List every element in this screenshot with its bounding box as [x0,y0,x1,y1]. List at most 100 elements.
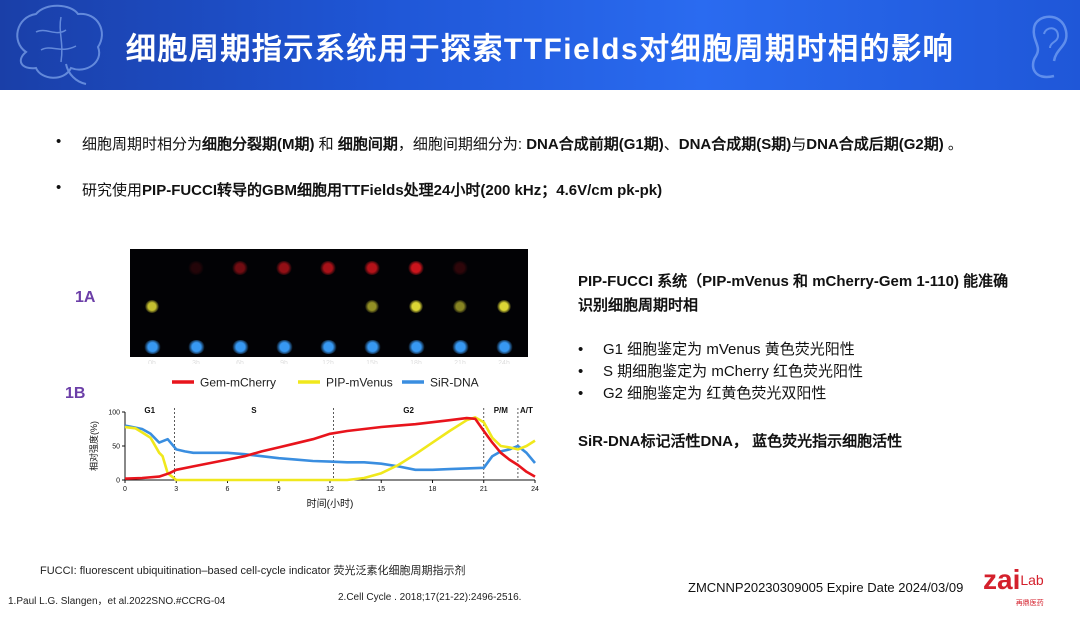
bullet-text: 细胞周期时相分为细胞分裂期(M期) 和 细胞间期，细胞间期细分为: DNA合成前… [82,133,963,154]
fluorescence-line-chart: Gem-mCherry PIP-mVenus SiR-DNA G1 S G2 P/M A/T 0… [88,376,539,511]
phase-identification-list: • G1 细胞鉴定为 mVenus 黄色荧光阳性 • S 期细胞鉴定为 mCherr… [578,338,863,404]
legend-label-0: Gem-mCherry [200,376,276,390]
micro-time-label: 3h [192,360,200,364]
text-run: 、 [663,136,679,153]
text-run-bold: PIP-FUCCI转导的GBM细胞用TTFields处理24小时(200 kHz… [142,182,663,199]
y-tick-label: 100 [108,410,120,417]
page-title: 细胞周期指示系统用于探索TTFields对细胞周期时相的影响 [125,33,955,66]
brain-icon [16,4,103,85]
mvenus-cell [497,299,511,313]
series-line-PIP-mVenus [124,416,536,482]
sir-dna-cell [451,340,469,354]
mvenus-cell [145,299,159,313]
x-tick-label: 6 [226,486,230,493]
text-run: ，细胞间期细分为: [397,136,527,153]
x-tick-label: 9 [277,486,281,493]
text-run: 研究使用 [82,182,143,199]
y-tick-label: 0 [116,478,120,485]
text-run-bold: 细胞分裂期(M期) [202,136,315,153]
list-item: • G2 细胞鉴定为 红黄色荧光双阳性 [578,382,863,404]
text-run: 与 [791,136,807,153]
zai-lab-logo: zaiLab 再鼎医药 [983,566,1044,618]
sir-dna-cell [275,340,293,354]
pip-fucci-title-line2: 识别细胞周期时相 [578,297,699,314]
text-run-bold: DNA合成前期(G1期) [526,136,664,153]
mcherry-cell [188,261,204,275]
reference-2: 2.Cell Cycle . 2018;17(21-22):2496-2516. [338,592,522,603]
mvenus-cell [409,299,423,313]
text-run: 细胞周期时相分为 [82,136,203,153]
pip-fucci-description: PIP-FUCCI 系统（PIP-mVenus 和 mCherry-Gem 1-… [578,270,1048,318]
mvenus-cell [365,299,379,313]
sir-dna-cell [143,340,161,354]
bullet-dot: • [578,341,584,358]
list-item: • G1 细胞鉴定为 mVenus 黄色荧光阳性 [578,338,863,360]
sir-dna-cell [363,340,381,354]
logo-sub: Lab [1020,572,1044,588]
text-run: 和 [314,136,338,153]
mcherry-cell [232,261,248,275]
bullet-dot: • [578,385,584,402]
phase-label: S [251,406,257,415]
sir-dna-cell [231,340,249,354]
sir-dna-cell [495,340,513,354]
logo-text: zai [983,564,1021,595]
mcherry-cell [276,261,292,275]
mcherry-cell [452,261,468,275]
phase-label: G2 [403,406,414,415]
micro-time-label: 21h [454,360,466,364]
text-run: 。 [943,136,963,153]
micro-time-label: 15h [366,360,378,364]
mcherry-cell [320,261,336,275]
x-axis-title: 时间(小时) [307,497,354,510]
mcherry-cell [408,261,424,275]
micro-time-label: 12h [322,360,334,364]
series-line-SiR-DNA [124,424,536,472]
fucci-footnote: FUCCI: fluorescent ubiquitination–based … [40,565,466,577]
sir-dna-cell [319,340,337,354]
x-tick-label: 0 [123,486,127,493]
list-item: • S 期细胞鉴定为 mCherry 红色荧光阳性 [578,360,863,382]
x-tick-label: 18 [429,486,437,493]
micro-time-label: 0h [148,360,156,364]
text-run-bold: 细胞间期 [337,136,398,153]
x-tick-label: 21 [480,486,488,493]
bullet-dot: • [56,179,62,196]
x-tick-label: 15 [377,486,385,493]
list-item-text: G2 细胞鉴定为 红黄色荧光双阳性 [603,385,827,402]
bullet-dot: • [578,363,584,380]
sir-dna-cell [407,340,425,354]
legend-label-2: SiR-DNA [430,376,479,390]
sir-dna-note: SiR-DNA标记活性DNA， 蓝色荧光指示细胞活性 [578,433,903,450]
micro-time-label: 18h [410,360,422,364]
header-banner: 细胞周期指示系统用于探索TTFields对细胞周期时相的影响 [0,0,1080,90]
bullet-dot: • [56,133,62,150]
text-run-bold: DNA合成期(S期) [678,136,792,153]
x-tick-label: 3 [174,486,178,493]
phase-label: P/M [494,406,509,415]
figure-label-1a: 1A [75,289,96,306]
y-tick-label: 50 [112,444,120,451]
x-tick-label: 12 [326,486,334,493]
document-code: ZMCNNP20230309005 Expire Date 2024/03/09 [688,580,964,595]
legend-label-1: PIP-mVenus [326,376,393,390]
text-run-bold: DNA合成后期(G2期) [806,136,944,153]
figure-label-1b: 1B [65,385,86,402]
x-tick-label: 24 [531,486,539,493]
sir-dna-cell [187,340,205,354]
phase-label: G1 [144,406,155,415]
phase-label: A/T [520,406,533,415]
y-axis-title: 相对强度(%) [88,421,99,471]
ear-icon [1031,15,1068,79]
microscopy-image-panel: 0h 3h 6h 9h 12h 15h 18h 21h 24h [130,249,528,364]
series-line-Gem-mCherry [124,416,536,480]
micro-time-label: 6h [236,360,244,364]
list-item-text: G1 细胞鉴定为 mVenus 黄色荧光阳性 [603,341,855,358]
micro-time-label: 24h [498,360,510,364]
mvenus-cell [453,299,467,313]
pip-fucci-title-line1: PIP-FUCCI 系统（PIP-mVenus 和 mCherry-Gem 1-… [578,273,1009,290]
mcherry-cell [364,261,380,275]
logo-cn: 再鼎医药 [1015,600,1044,607]
reference-1: 1.Paul L.G. Slangen，et al.2022SNO.#CCRG-… [8,596,226,607]
micro-time-label: 9h [280,360,288,364]
